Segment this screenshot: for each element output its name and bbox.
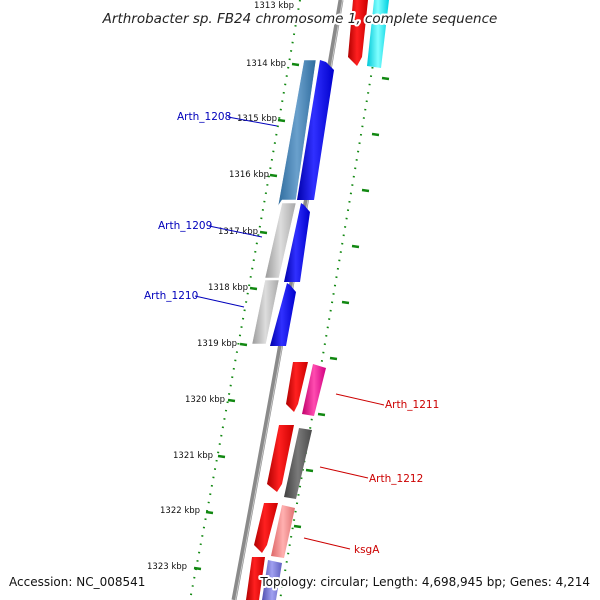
gene-leader-arth-1212 — [319, 466, 369, 479]
scale-label: 1320 kbp — [185, 395, 225, 405]
major-ticks — [193, 62, 390, 585]
feature-arth-1211-cds[interactable] — [286, 362, 308, 412]
feature-bottom-cog[interactable] — [262, 560, 282, 600]
feature-ksga-cog[interactable] — [271, 505, 295, 558]
gene-label-arth-1212[interactable]: Arth_1212 — [369, 473, 423, 485]
scale-label: 1322 kbp — [160, 506, 200, 516]
scale-label: 1318 kbp — [208, 283, 248, 293]
gene-label-arth-1208[interactable]: Arth_1208 — [177, 111, 231, 123]
gene-leader-ksga — [303, 537, 351, 550]
feature-arth-1209-cds[interactable] — [284, 203, 310, 282]
feature-arth-1211-cog[interactable] — [302, 364, 326, 416]
feature-top-cog[interactable] — [367, 0, 389, 68]
map-title: Arthrobacter sp. FB24 chromosome 1, comp… — [102, 11, 498, 27]
feature-arth-1209-cog[interactable] — [264, 202, 297, 279]
gene-label-arth-1210[interactable]: Arth_1210 — [144, 290, 198, 302]
scale-track-left — [189, 0, 301, 600]
scale-label: 1315 kbp — [237, 114, 277, 124]
accession-text: Accession: NC_008541 — [9, 575, 145, 589]
gene-label-arth-1211[interactable]: Arth_1211 — [385, 399, 439, 411]
scale-label: 1314 kbp — [246, 59, 286, 69]
gene-leader-arth-1210 — [194, 295, 245, 308]
feature-arth-1210-cds[interactable] — [270, 283, 296, 346]
feature-arth-1212-cds[interactable] — [267, 425, 294, 492]
feature-bottom-cds[interactable] — [246, 557, 265, 600]
genome-summary-text: Topology: circular; Length: 4,698,945 bp… — [259, 575, 590, 589]
gene-label-ksga[interactable]: ksgA — [354, 544, 380, 556]
gene-leader-arth-1211 — [335, 393, 385, 406]
scale-label: 1323 kbp — [147, 562, 187, 572]
feature-top-cds[interactable] — [348, 0, 368, 66]
gene-leader-arth-1208 — [227, 116, 278, 127]
scale-label: 1316 kbp — [229, 170, 269, 180]
feature-arth-1208-cds[interactable] — [297, 60, 334, 200]
scale-track-right — [279, 0, 385, 600]
feature-arth-1208-cog[interactable] — [277, 59, 317, 207]
scale-label: 1319 kbp — [197, 339, 237, 349]
scale-label: 1321 kbp — [173, 451, 213, 461]
feature-arth-1212-cog[interactable] — [284, 428, 312, 499]
feature-ksga-cds[interactable] — [254, 503, 278, 553]
scale-label-top: 1313 kbp — [254, 1, 294, 11]
gene-label-arth-1209[interactable]: Arth_1209 — [158, 220, 212, 232]
feature-arth-1210-cog[interactable] — [251, 279, 280, 345]
gene-leader-arth-1209 — [208, 225, 263, 238]
